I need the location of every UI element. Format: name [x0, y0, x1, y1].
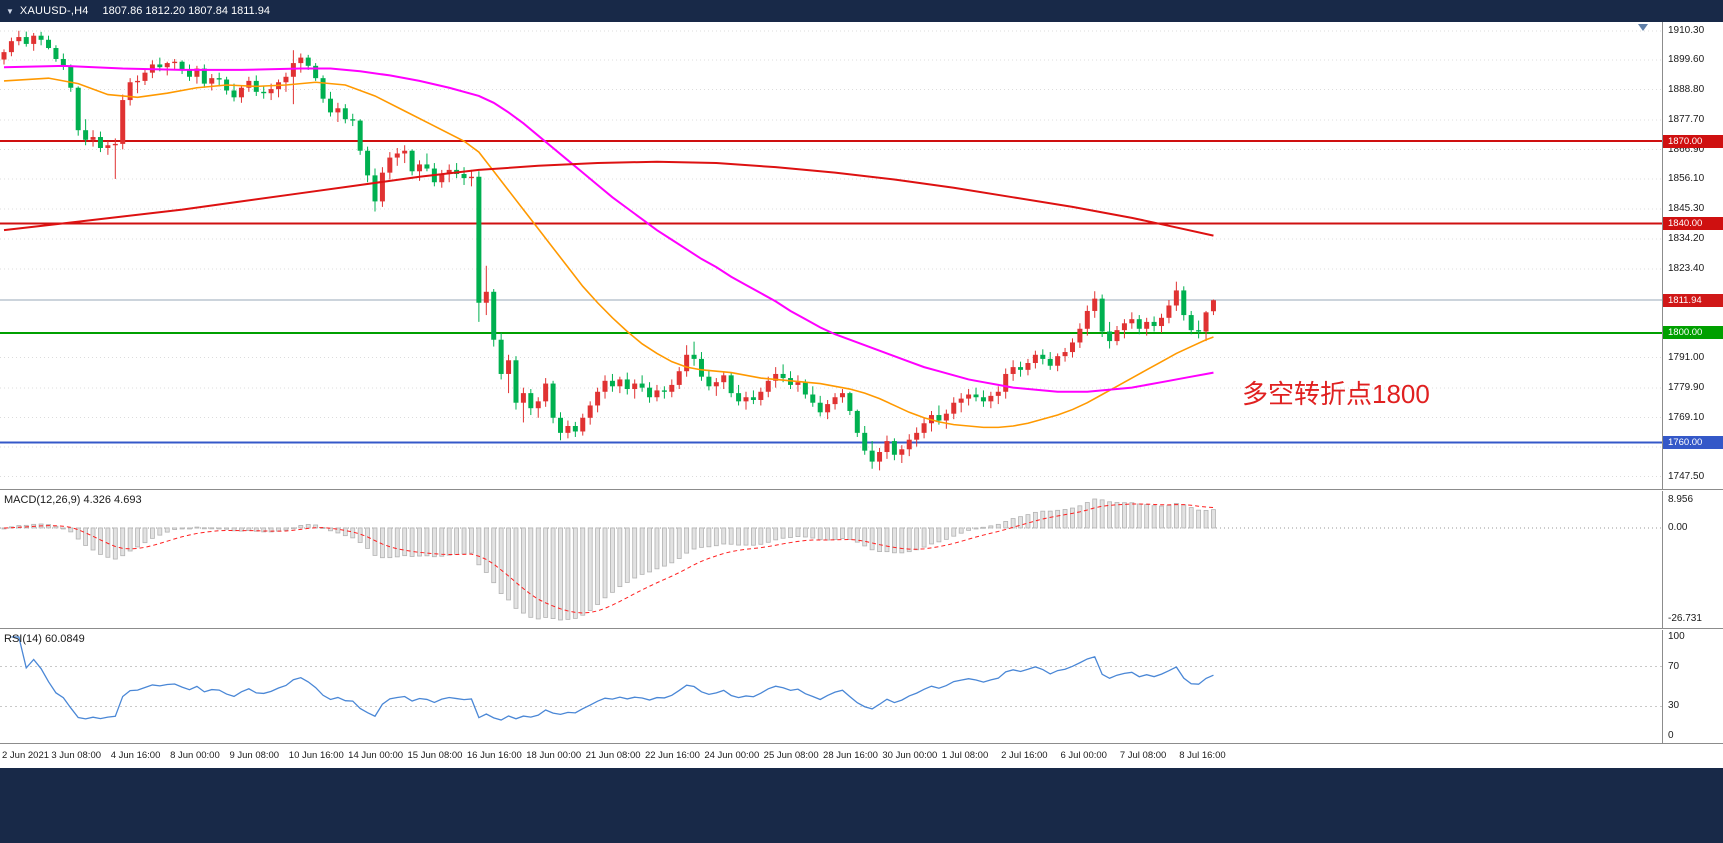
rsi-axis-label: 30: [1668, 700, 1680, 712]
time-axis-label: 2 Jun 2021: [2, 750, 50, 761]
time-axis-label: 15 Jun 08:00: [407, 750, 463, 761]
price-axis-label: 1856.10: [1668, 173, 1705, 185]
macd-axis-label: -26.731: [1668, 613, 1702, 624]
price-axis-label: 1779.90: [1668, 381, 1705, 393]
ma-red-line[interactable]: [3, 160, 1214, 237]
time-axis-label: 6 Jul 00:00: [1060, 750, 1107, 761]
time-axis-label: 9 Jun 08:00: [229, 750, 280, 761]
bottom-bar: [0, 768, 1723, 843]
ma-orange-line[interactable]: [3, 77, 1214, 429]
time-axis-label: 18 Jun 00:00: [526, 750, 582, 761]
price-axis-label: 1899.60: [1668, 54, 1705, 66]
macd-histogram: [1, 498, 1216, 621]
price-level-badge[interactable]: 1840.00: [1663, 216, 1723, 230]
time-axis[interactable]: 2 Jun 2021 3 Jun 08:00 4 Jun 16:00 8 Jun 00…: [0, 744, 1723, 768]
macd-chart: [0, 498, 1662, 621]
time-axis-label: 2 Jul 16:00: [1001, 750, 1048, 761]
rsi-line: [11, 636, 1214, 721]
chart-annotation-text: 多空转折点1800: [1242, 379, 1430, 409]
time-axis-label: 30 Jun 00:00: [882, 750, 938, 761]
price-level-badge[interactable]: 1800.00: [1663, 326, 1723, 340]
macd-axis-label: 8.956: [1668, 494, 1694, 505]
price-axis-label: 1791.00: [1668, 351, 1705, 363]
rsi-indicator-label: RSI(14) 60.0849: [4, 633, 85, 645]
symbol-timeframe-label: XAUUSD-,H4: [19, 5, 89, 17]
current-price-badge: 1811.94: [1663, 293, 1723, 307]
time-axis-label: 8 Jun 00:00: [170, 750, 220, 761]
time-axis-label: 24 Jun 00:00: [704, 750, 760, 761]
macd-panel[interactable]: MACD(12,26,9) 4.326 4.693 8.956 0.00 -26.7…: [0, 491, 1723, 629]
ma-magenta-line[interactable]: [3, 64, 1214, 393]
rsi-chart: [0, 636, 1662, 721]
time-axis-label: 25 Jun 08:00: [763, 750, 819, 761]
time-axis-label: 16 Jun 16:00: [466, 750, 522, 761]
time-axis-label: 3 Jun 08:00: [51, 750, 102, 761]
time-axis-label: 10 Jun 16:00: [288, 750, 344, 761]
price-axis-label: 1877.70: [1668, 114, 1705, 126]
price-axis-label: 1845.30: [1668, 202, 1705, 214]
price-level-badge[interactable]: 1870.00: [1663, 134, 1723, 148]
macd-axis: 8.956 0.00 -26.731: [1662, 491, 1723, 628]
candlestick-chart[interactable]: [0, 22, 1662, 489]
time-axis-label: 28 Jun 16:00: [823, 750, 878, 761]
rsi-axis-label: 70: [1668, 660, 1680, 672]
price-axis-label: 1888.80: [1668, 83, 1705, 95]
time-axis-label: 22 Jun 16:00: [644, 750, 700, 761]
time-axis-label: 8 Jul 16:00: [1179, 750, 1226, 761]
macd-axis-label: 0.00: [1668, 521, 1688, 533]
chart-title-bar: ▼ XAUUSD-,H4 1807.86 1812.20 1807.84 181…: [0, 0, 1723, 22]
price-chart-panel[interactable]: 1910.30 1899.60 1888.80 1877.70 1866.90 1856.…: [0, 22, 1723, 490]
collapse-triangle-icon[interactable]: ▼: [6, 6, 14, 16]
rsi-axis-label: 100: [1668, 631, 1685, 642]
price-axis-label: 1866.90: [1668, 143, 1705, 155]
price-axis-label: 1823.40: [1668, 262, 1705, 274]
time-axis-label: 4 Jun 16:00: [110, 750, 161, 761]
macd-signal-line: [3, 503, 1214, 614]
price-axis-label: 1747.50: [1668, 470, 1705, 482]
time-axis-label: 14 Jun 00:00: [348, 750, 404, 761]
rsi-axis-label: 0: [1668, 730, 1674, 741]
price-axis[interactable]: 1910.30 1899.60 1888.80 1877.70 1866.90 1856.…: [1662, 22, 1723, 489]
price-axis-label: 1834.20: [1668, 233, 1705, 245]
rsi-panel[interactable]: RSI(14) 60.0849 100 70 30 0: [0, 630, 1723, 744]
macd-indicator-label: MACD(12,26,9) 4.326 4.693: [4, 494, 142, 506]
time-axis-label: 1 Jul 08:00: [941, 750, 989, 761]
ohlc-values: 1807.86 1812.20 1807.84 1811.94: [102, 5, 270, 17]
price-axis-label: 1769.10: [1668, 411, 1705, 423]
chart-shift-marker-icon[interactable]: [1638, 24, 1648, 31]
price-axis-label: 1910.30: [1668, 24, 1705, 36]
candlestick-series: [1, 30, 1216, 471]
price-level-badge[interactable]: 1760.00: [1663, 435, 1723, 449]
rsi-axis: 100 70 30 0: [1662, 630, 1723, 743]
time-axis-label: 21 Jun 08:00: [585, 750, 641, 761]
time-axis-label: 7 Jul 08:00: [1119, 750, 1167, 761]
